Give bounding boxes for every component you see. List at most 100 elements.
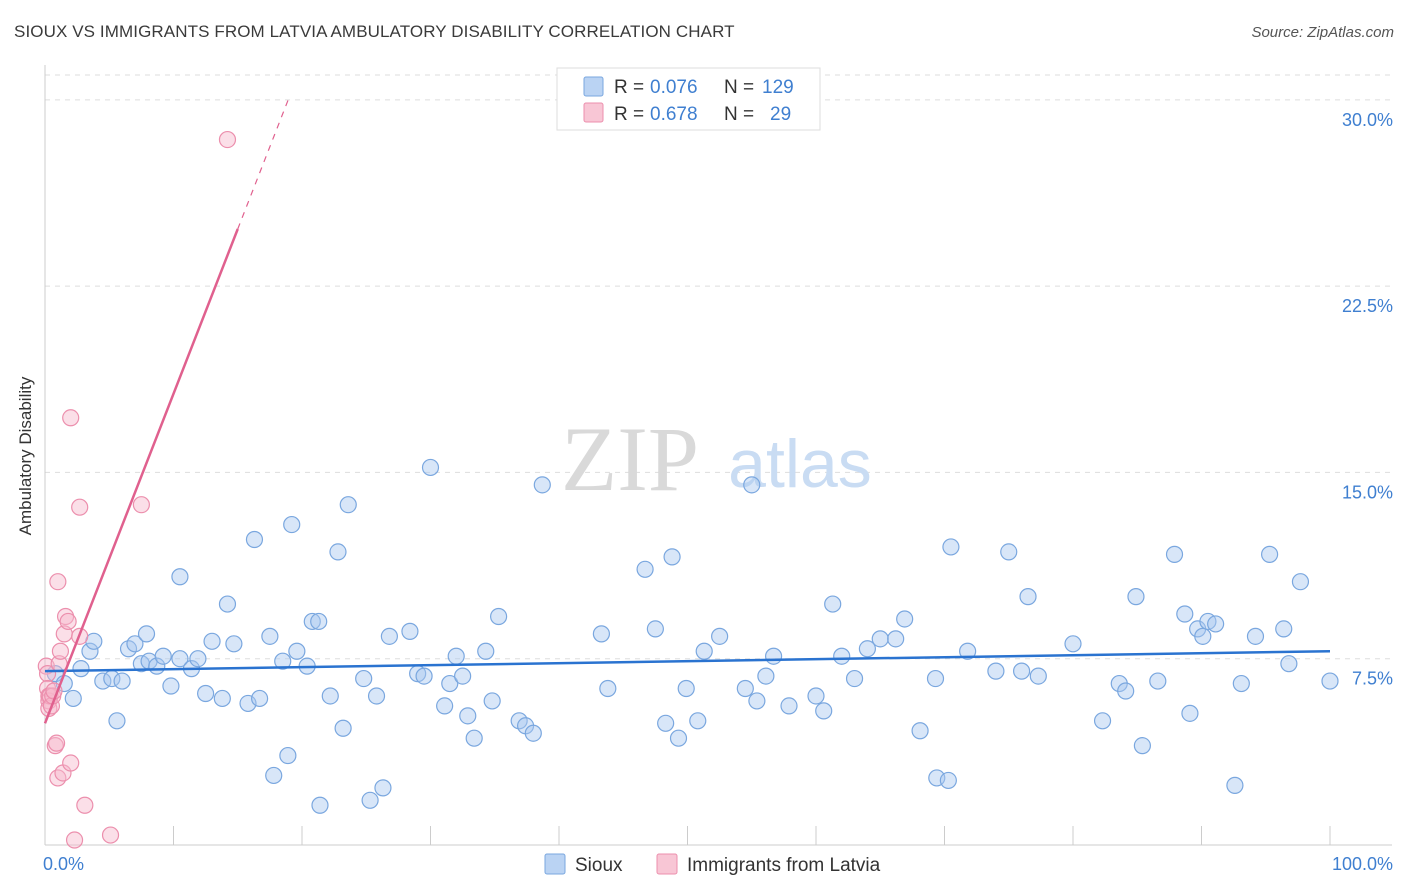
sioux-point [465,729,483,747]
stats-n-value-latvia: 29 [770,104,791,125]
sioux-point [599,679,617,698]
sioux-point [81,642,99,660]
sioux-point [1261,545,1279,563]
sioux-point [279,746,297,765]
sioux-point [361,791,379,809]
sioux-point [436,697,454,715]
sioux-point [695,642,713,660]
sioux-point [677,679,695,698]
sioux-point [1064,635,1082,653]
sioux-point [415,667,433,685]
latvia-trend-extension [237,97,290,230]
sioux-point [213,689,231,708]
sioux-point [441,674,459,693]
sioux-point [218,595,237,613]
y-tick-label: 22.5% [1342,296,1393,316]
sioux-point [483,692,501,710]
sioux-point [663,548,681,566]
sioux-point [533,476,551,494]
stats-r-value-latvia: 0.678 [650,104,698,125]
sioux-point [896,610,914,628]
sioux-point [329,543,347,561]
stats-n-value-sioux: 129 [762,77,794,98]
sioux-point [1275,620,1293,638]
sioux-point [646,620,664,638]
sioux-point [824,595,842,613]
sioux-point [113,672,131,690]
sioux-point [171,568,189,586]
sioux-point [454,667,472,685]
source-label: Source: ZipAtlas.com [1251,24,1394,41]
sioux-point [1246,627,1265,645]
sioux-point [887,630,905,648]
latvia-point [49,573,67,591]
sioux-point [274,652,292,670]
watermark: ZIP atlas [561,408,872,510]
sioux-point [736,679,754,698]
sioux-point [477,642,495,660]
latvia-point [101,826,120,844]
latvia-point [71,498,89,516]
stats-n-label-sioux: N = [724,77,754,98]
sioux-point [743,476,761,494]
y-tick-label: 30.0% [1342,110,1393,130]
sioux-point [334,719,352,737]
sioux-point [171,650,189,668]
sioux-point [1321,672,1339,690]
sioux-point [636,560,654,578]
sioux-point [1149,672,1167,690]
stats-n-label-latvia: N = [724,104,754,125]
legend-swatch-latvia[interactable] [656,853,678,875]
sioux-point [459,707,477,725]
sioux-point [592,625,611,643]
stats-swatch-sioux [583,76,604,97]
sioux-point [421,458,440,477]
sioux-point [926,669,945,688]
stats-r-label-sioux: R = [614,77,644,98]
watermark-zip: ZIP [561,408,699,510]
sioux-point [815,702,833,720]
sioux-point [871,630,889,648]
sioux-point [225,635,243,653]
sioux-point [126,635,144,653]
latvia-point [62,409,80,427]
latvia-point [38,665,57,683]
latvia-point [56,607,75,626]
latvia-point [65,831,84,849]
sioux-point [1012,662,1031,680]
points-layer [37,130,1339,849]
sioux-point [689,712,707,730]
sioux-point [1291,573,1310,591]
legend-swatch-sioux[interactable] [544,853,566,875]
sioux-point [1093,712,1112,730]
latvia-point [218,130,237,149]
sioux-point [108,712,126,730]
legend-label-latvia[interactable]: Immigrants from Latvia [687,855,881,876]
legend-label-sioux[interactable]: Sioux [575,855,623,876]
latvia-point [49,769,67,787]
sioux-point [1117,682,1135,700]
sioux-point [1176,605,1194,623]
sioux-point [288,642,306,660]
sioux-point [72,660,90,678]
sioux-point [311,796,329,814]
sioux-point [401,622,419,640]
sioux-point [339,496,357,514]
sioux-point [987,662,1005,680]
sioux-point [657,714,675,732]
sioux-point [1029,667,1047,685]
sioux-point [780,697,798,715]
sioux-point [1165,545,1184,563]
sioux-point [1232,674,1250,693]
sioux-point [1181,704,1199,722]
latvia-point [59,612,77,631]
sioux-point [845,669,864,688]
sioux-trend-line [44,650,1331,673]
sioux-point [447,647,465,665]
sioux-point [1226,776,1244,794]
sioux-point [154,647,172,665]
sioux-point [669,729,688,747]
grid-layer [45,74,1392,660]
sioux-point [858,640,877,658]
